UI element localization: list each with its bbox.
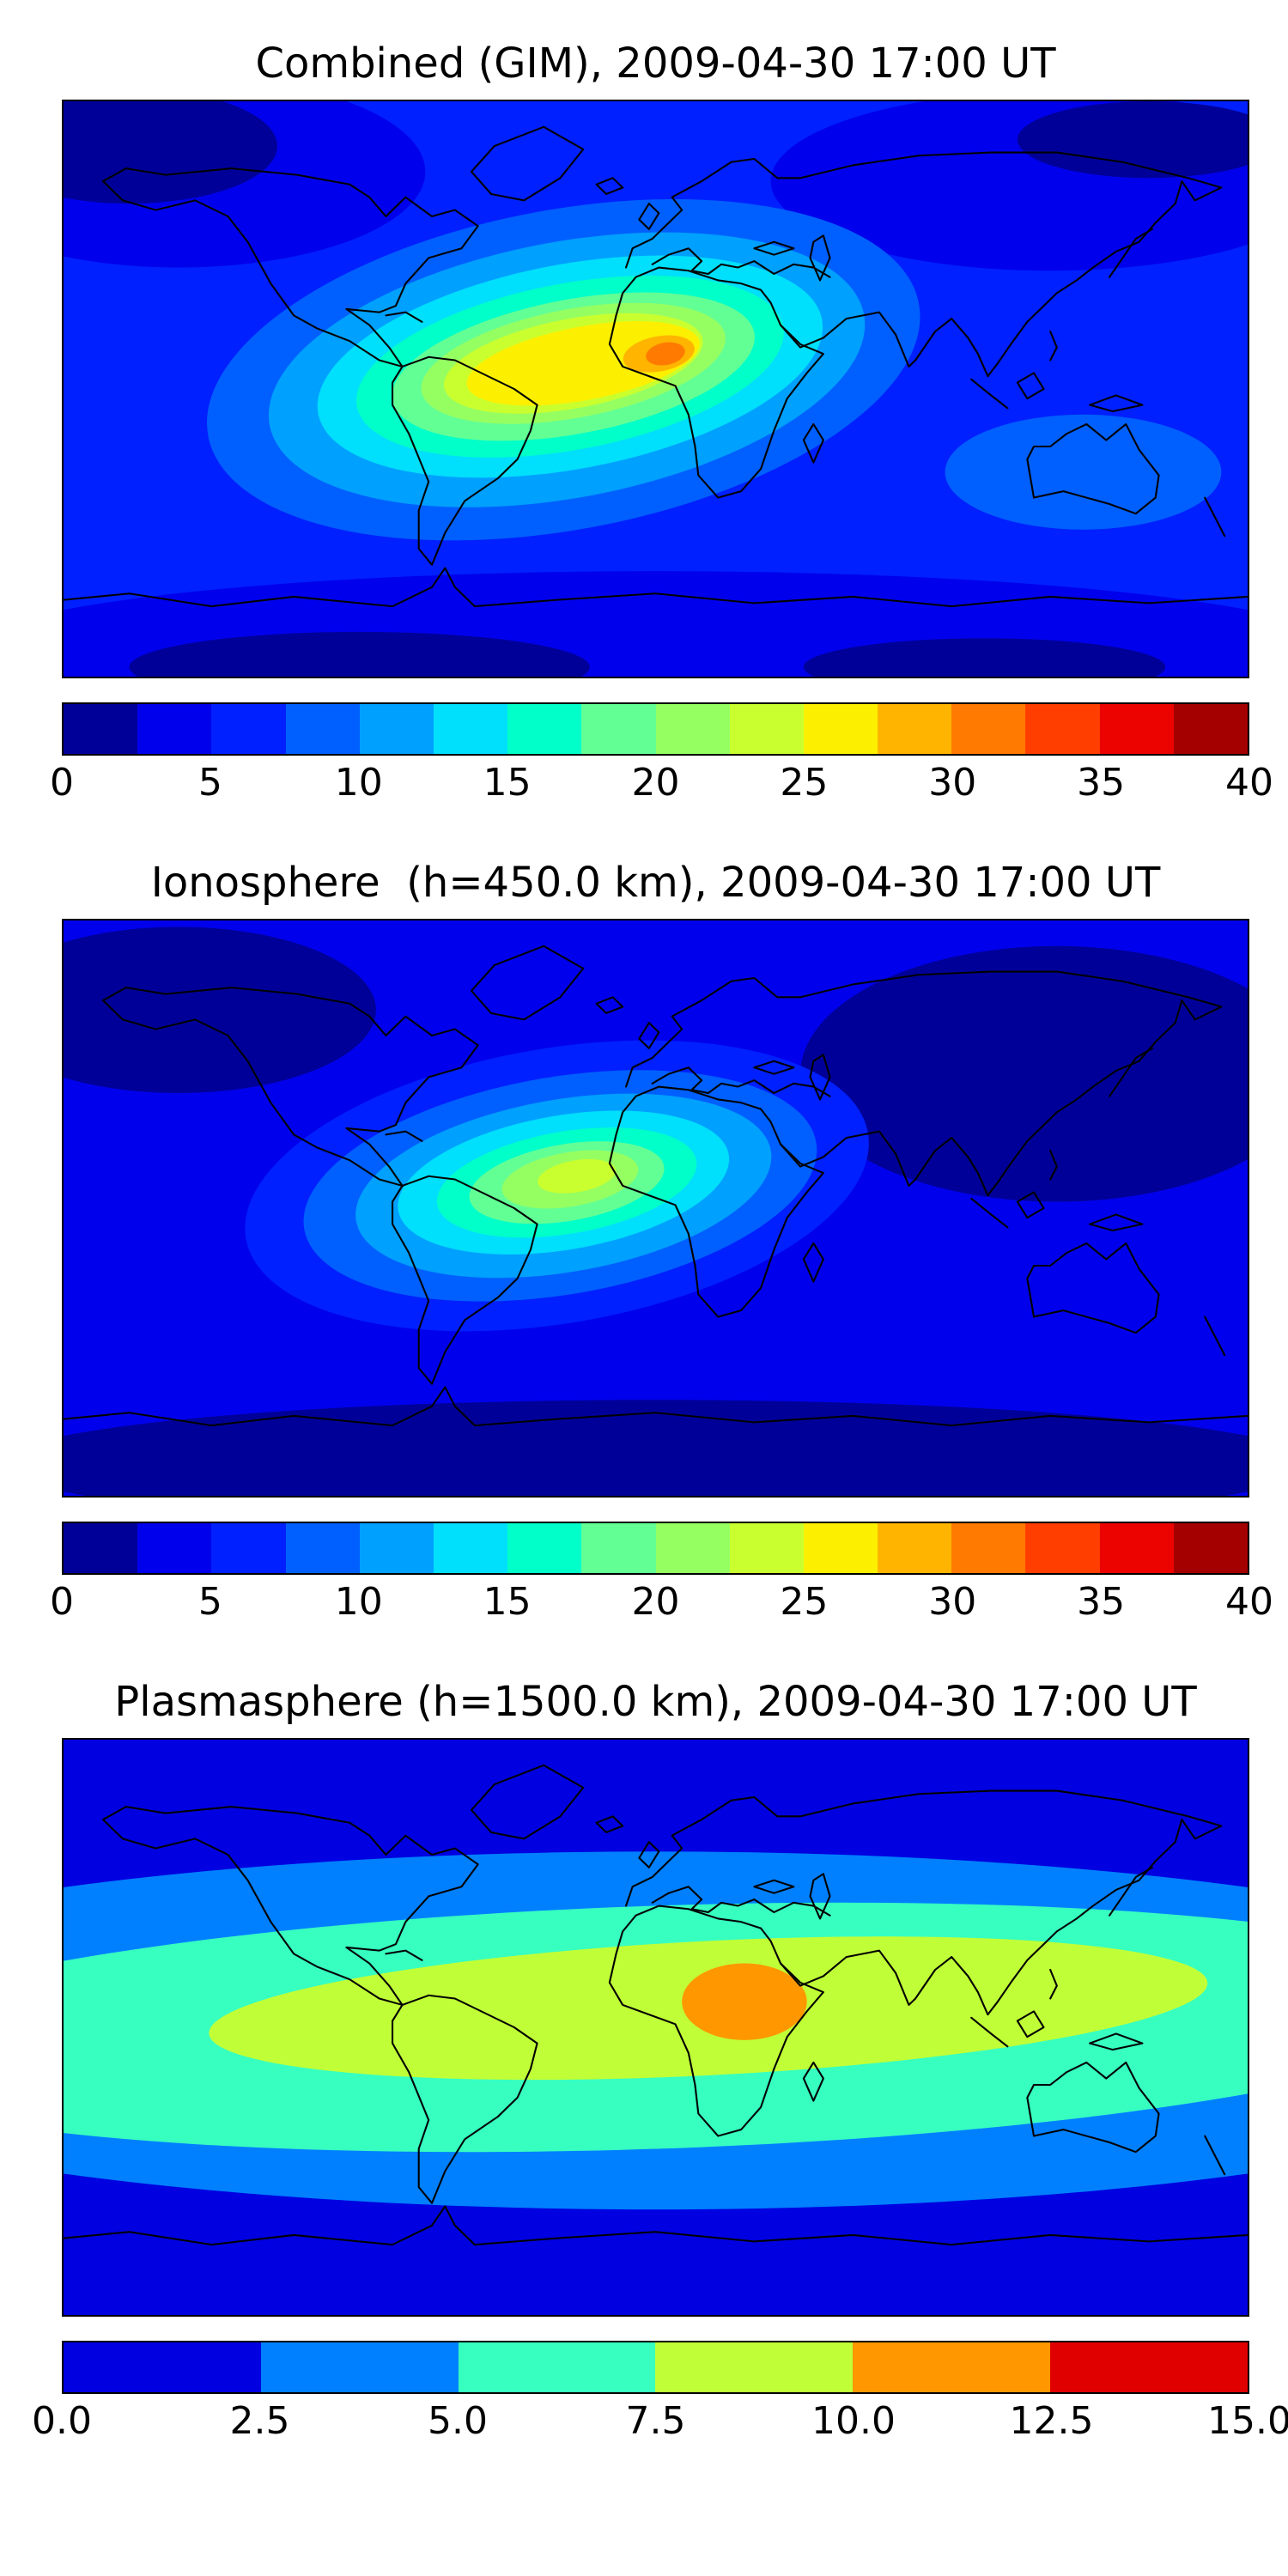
panel-plasmasphere: Plasmasphere (h=1500.0 km), 2009-04-30 1… — [32, 1678, 1288, 2444]
colorbar-tick-label: 5 — [197, 1580, 222, 1624]
colorbar-tick-label: 10 — [334, 1580, 383, 1624]
colorbar-segment — [359, 1523, 434, 1573]
panel-combined: Combined (GIM), 2009-04-30 17:00 UT 0 5 10… — [50, 39, 1273, 805]
colorbar-tick-label: 35 — [1077, 761, 1126, 805]
colorbar-tick-label: 0 — [50, 1580, 74, 1624]
panel-combined-colorbar — [62, 702, 1249, 756]
colorbar-tick-label: 10 — [334, 761, 383, 805]
colorbar-segment — [1050, 2342, 1248, 2392]
coastlines — [64, 125, 1248, 608]
panel-combined-map — [62, 100, 1249, 678]
colorbar-segment — [655, 2342, 854, 2392]
colorbar-segment — [1099, 704, 1174, 754]
tec-contour-field — [64, 920, 1248, 1496]
colorbar-tick-label: 20 — [631, 1580, 680, 1624]
panel-ionosphere-colorbar — [62, 1522, 1249, 1575]
panel-plasmasphere-colorbar-ticks: 0.0 2.5 5.0 7.5 10.0 12.5 15.0 — [32, 2394, 1288, 2444]
panel-plasmasphere-title: Plasmasphere (h=1500.0 km), 2009-04-30 1… — [114, 1678, 1197, 1726]
colorbar-segment — [507, 1523, 582, 1573]
colorbar-tick-label: 2.5 — [229, 2399, 290, 2443]
colorbar-segment — [211, 704, 286, 754]
colorbar-segment — [1025, 1523, 1100, 1573]
colorbar-segment — [211, 1523, 286, 1573]
colorbar-tick-label: 12.5 — [1009, 2399, 1094, 2443]
colorbar-tick-label: 5 — [197, 761, 222, 805]
colorbar-segment — [581, 704, 656, 754]
colorbar-segment — [655, 1523, 730, 1573]
colorbar-segment — [507, 704, 582, 754]
panel-ionosphere: Ionosphere (h=450.0 km), 2009-04-30 17:0… — [50, 859, 1273, 1625]
panel-combined-title: Combined (GIM), 2009-04-30 17:00 UT — [255, 39, 1056, 88]
colorbar-tick-label: 15.0 — [1207, 2399, 1288, 2443]
panel-plasmasphere-map — [62, 1738, 1249, 2317]
colorbar-tick-label: 30 — [928, 1580, 977, 1624]
tec-contour-field — [64, 1740, 1248, 2315]
panel-combined-map-svg — [64, 101, 1248, 677]
colorbar-tick-label: 10.0 — [811, 2399, 896, 2443]
colorbar-segment — [137, 704, 212, 754]
colorbar-tick-label: 0.0 — [32, 2399, 92, 2443]
colorbar-tick-label: 25 — [780, 1580, 829, 1624]
colorbar-segment — [803, 1523, 878, 1573]
colorbar-segment — [878, 1523, 952, 1573]
panel-ionosphere-colorbar-ticks: 0 5 10 15 20 25 30 35 40 — [50, 1575, 1273, 1625]
colorbar-segment — [729, 704, 804, 754]
colorbar-segment — [137, 1523, 212, 1573]
coastlines — [64, 1764, 1248, 2246]
colorbar-segment — [1025, 704, 1100, 754]
colorbar-segment — [853, 2342, 1051, 2392]
colorbar-tick-label: 35 — [1077, 1580, 1126, 1624]
colorbar-segment — [655, 704, 730, 754]
panel-ionosphere-map — [62, 919, 1249, 1498]
colorbar-segment — [260, 2342, 459, 2392]
colorbar-tick-label: 0 — [50, 761, 74, 805]
colorbar-segment — [951, 1523, 1026, 1573]
colorbar-tick-label: 20 — [631, 761, 680, 805]
colorbar-segment — [1173, 1523, 1248, 1573]
panel-ionosphere-map-svg — [64, 920, 1248, 1496]
colorbar-tick-label: 15 — [483, 1580, 532, 1624]
colorbar-tick-label: 30 — [928, 761, 977, 805]
colorbar-tick-label: 40 — [1225, 761, 1273, 805]
panel-ionosphere-title: Ionosphere (h=450.0 km), 2009-04-30 17:0… — [150, 859, 1161, 907]
colorbar-segment — [803, 704, 878, 754]
colorbar-segment — [458, 2342, 656, 2392]
panel-plasmasphere-map-svg — [64, 1740, 1248, 2315]
colorbar-segment — [285, 1523, 360, 1573]
colorbar-segment — [433, 704, 508, 754]
colorbar-tick-label: 7.5 — [625, 2399, 686, 2443]
colorbar-segment — [64, 1523, 138, 1573]
colorbar-segment — [64, 2342, 261, 2392]
colorbar-segment — [433, 1523, 508, 1573]
figure-root: Combined (GIM), 2009-04-30 17:00 UT 0 5 10… — [32, 39, 1288, 2444]
colorbar-segment — [64, 704, 138, 754]
tec-contour-field — [64, 101, 1248, 677]
colorbar-segment — [729, 1523, 804, 1573]
colorbar-tick-label: 25 — [780, 761, 829, 805]
colorbar-segment — [285, 704, 360, 754]
colorbar-segment — [359, 704, 434, 754]
colorbar-segment — [1099, 1523, 1174, 1573]
panel-plasmasphere-colorbar — [62, 2341, 1249, 2394]
colorbar-tick-label: 5.0 — [428, 2399, 488, 2443]
colorbar-segment — [878, 704, 952, 754]
colorbar-tick-label: 15 — [483, 761, 532, 805]
panel-combined-colorbar-ticks: 0 5 10 15 20 25 30 35 40 — [50, 756, 1273, 805]
colorbar-segment — [1173, 704, 1248, 754]
coastlines — [64, 945, 1248, 1427]
colorbar-segment — [581, 1523, 656, 1573]
colorbar-tick-label: 40 — [1225, 1580, 1273, 1624]
colorbar-segment — [951, 704, 1026, 754]
